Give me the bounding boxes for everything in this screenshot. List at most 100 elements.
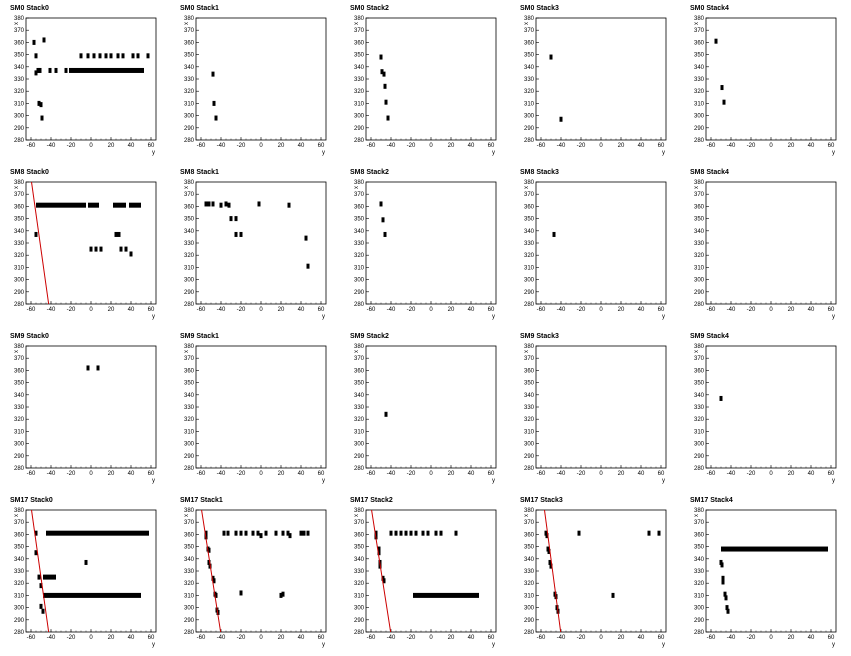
y-tick-label: 320 [14, 89, 25, 95]
x-tick-label: 0 [599, 471, 603, 477]
data-point [721, 579, 725, 585]
data-point [259, 533, 263, 539]
y-tick-label: 340 [694, 65, 705, 71]
x-tick-label: 60 [488, 307, 495, 313]
y-tick-label: 350 [694, 381, 705, 387]
x-tick-label: 20 [278, 307, 285, 313]
y-tick-label: 340 [694, 557, 705, 563]
x-tick-label: -40 [387, 307, 396, 313]
data-point [129, 251, 133, 257]
scatter-plot: -60 -40 -20 0 20 40 60 280 290 300 310 320 330 340 350… [184, 180, 327, 320]
x-tick-label: 40 [298, 307, 305, 313]
y-tick-label: 300 [354, 114, 365, 120]
y-tick-label: 370 [184, 192, 195, 198]
track-fit-line [31, 510, 50, 632]
y-tick-label: 310 [184, 593, 195, 599]
y-tick-label: 300 [354, 442, 365, 448]
x-tick-label: -20 [747, 635, 756, 641]
x-tick-label: -60 [707, 635, 716, 641]
y-tick-label: 320 [354, 253, 365, 259]
data-point [726, 608, 730, 614]
data-point [34, 530, 38, 536]
data-point [224, 201, 228, 207]
data-point [719, 395, 723, 401]
y-tick-label: 330 [14, 77, 25, 83]
data-point [86, 53, 90, 59]
data-point [722, 99, 726, 105]
x-tick-label: 0 [429, 635, 433, 641]
x-tick-label: -40 [47, 635, 56, 641]
data-point [281, 591, 285, 597]
y-tick-label: 360 [354, 532, 365, 538]
y-tick-label: 320 [354, 581, 365, 587]
y-tick-label: 350 [354, 545, 365, 551]
plot-frame [705, 345, 837, 469]
data-point [647, 530, 651, 536]
y-tick-label: 280 [184, 630, 195, 636]
x-tick-label: -40 [47, 307, 56, 313]
x-tick-label: 40 [468, 143, 475, 149]
y-tick-label: 320 [354, 89, 365, 95]
y-tick-label: 360 [694, 532, 705, 538]
histogram-panel: SM9 Stack4 -60 -40 -20 0 20 40 60 280 290 300 310 32… [680, 328, 850, 492]
data-point [84, 559, 88, 565]
data-point [288, 533, 292, 539]
y-tick-label: 320 [694, 417, 705, 423]
data-point [207, 559, 211, 565]
y-tick-label: 290 [184, 618, 195, 624]
y-tick-label: 360 [14, 40, 25, 46]
plot-frame [25, 345, 157, 469]
y-tick-label: 320 [354, 417, 365, 423]
panel-title: SM9 Stack1 [180, 333, 219, 340]
y-tick-label: 290 [354, 126, 365, 132]
x-tick-label: -60 [707, 307, 716, 313]
y-tick-label: 290 [354, 290, 365, 296]
plot-frame [365, 181, 497, 305]
scatter-plot: -60 -40 -20 0 20 40 60 280 290 300 310 320 330 340 350… [354, 508, 497, 648]
x-tick-label: -20 [577, 307, 586, 313]
panel-title: SM0 Stack0 [10, 5, 49, 12]
data-point [548, 559, 552, 565]
data-point [724, 595, 728, 601]
y-tick-label: 280 [354, 630, 365, 636]
scatter-plot: -60 -40 -20 0 20 40 60 280 290 300 310 320 330 340 350… [524, 508, 667, 648]
y-tick-label: 370 [694, 28, 705, 34]
y-tick-label: 340 [184, 393, 195, 399]
track-fit-line [543, 510, 562, 632]
data-point [121, 53, 125, 59]
y-tick-label: 380 [354, 344, 365, 350]
y-tick-label: 330 [354, 569, 365, 575]
x-tick-label: 20 [788, 143, 795, 149]
x-tick-label: 0 [429, 307, 433, 313]
data-point [552, 231, 556, 237]
y-tick-label: 290 [14, 290, 25, 296]
panel-title: SM9 Stack4 [690, 333, 729, 340]
histogram-panel: SM8 Stack1 -60 -40 -20 0 20 40 60 280 290 300 310 32… [170, 164, 340, 328]
y-tick-label: 310 [524, 593, 535, 599]
histogram-panel: SM9 Stack2 -60 -40 -20 0 20 40 60 280 290 300 310 32… [340, 328, 510, 492]
panel-title: SM8 Stack0 [10, 169, 49, 176]
marker-band [721, 546, 828, 552]
x-tick-label: -60 [367, 143, 376, 149]
x-axis-label: y [832, 478, 835, 484]
x-tick-label: -40 [217, 307, 226, 313]
x-tick-label: 60 [318, 635, 325, 641]
x-tick-label: -60 [537, 307, 546, 313]
panel-title: SM8 Stack4 [690, 169, 729, 176]
scatter-plot: -60 -40 -20 0 20 40 60 280 290 300 310 320 330 340 350… [14, 344, 157, 484]
y-tick-label: 340 [184, 229, 195, 235]
x-tick-label: 0 [259, 471, 263, 477]
marker-band [129, 202, 141, 208]
y-tick-label: 380 [354, 180, 365, 186]
x-tick-label: 0 [89, 471, 93, 477]
x-tick-label: -20 [407, 307, 416, 313]
x-tick-label: 20 [108, 635, 115, 641]
data-point [39, 583, 43, 589]
x-tick-label: 40 [128, 143, 135, 149]
y-tick-label: 330 [354, 77, 365, 83]
y-tick-label: 360 [354, 40, 365, 46]
x-tick-label: -40 [727, 471, 736, 477]
x-tick-label: -40 [217, 471, 226, 477]
plot-frame [535, 181, 667, 305]
x-tick-label: 0 [259, 307, 263, 313]
